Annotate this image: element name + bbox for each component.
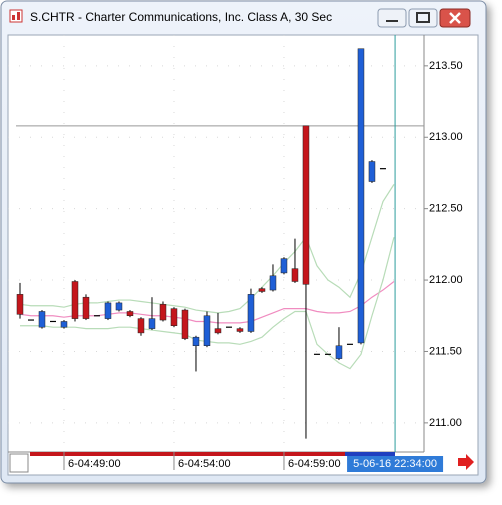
y-tick-label: 213.50 — [429, 60, 463, 72]
candle-body — [247, 294, 255, 332]
y-tick-label: 212.00 — [429, 274, 463, 286]
candle-body — [291, 268, 299, 282]
candle-body — [192, 336, 200, 347]
candle-body — [126, 311, 134, 317]
candle-body — [357, 48, 365, 344]
cursor-label-bg — [347, 456, 444, 472]
scroll-arrow[interactable] — [458, 454, 474, 470]
candle-body — [104, 302, 112, 319]
candle-body — [236, 328, 244, 332]
candle-body — [82, 296, 90, 319]
candle-body — [280, 258, 288, 274]
candle-body — [137, 318, 145, 334]
candle-body — [368, 161, 376, 182]
close-button[interactable] — [439, 8, 471, 28]
y-tick-label: 211.50 — [429, 345, 462, 357]
app-icon-bar — [17, 12, 20, 20]
app-icon — [9, 9, 23, 23]
candle-body — [258, 288, 266, 292]
x-tick-label: 6-04:54:00 — [178, 458, 231, 470]
x-tick-label: 6-04:49:00 — [68, 458, 121, 470]
minimize-button[interactable] — [377, 8, 407, 28]
candle-body — [16, 294, 24, 315]
y-tick-label: 212.50 — [429, 203, 463, 215]
chart-panel — [7, 34, 479, 476]
candle-body — [269, 275, 277, 291]
candle-body — [170, 308, 178, 327]
x-tick-label: 6-04:59:00 — [288, 458, 341, 470]
y-tick-label: 213.00 — [429, 131, 463, 143]
candle-body — [159, 304, 167, 321]
candle-body — [203, 315, 211, 347]
candle-body — [115, 302, 123, 311]
candle-body — [148, 318, 156, 329]
candle-body — [335, 345, 343, 359]
corner-box[interactable] — [9, 453, 29, 473]
candle-body — [302, 125, 310, 285]
maximize-button[interactable] — [408, 8, 438, 28]
candle-body — [38, 311, 46, 328]
scroll-range — [345, 452, 395, 456]
y-tick-label: 211.00 — [429, 417, 462, 429]
candle-body — [214, 328, 222, 334]
candle-body — [60, 321, 68, 328]
scroll-range — [30, 452, 345, 456]
cursor-label: 5-06-16 22:34:00 — [353, 458, 437, 470]
candle-body — [181, 309, 189, 339]
app-icon-bar — [12, 15, 15, 20]
candle-body — [71, 281, 79, 319]
window-title: S.CHTR - Charter Communications, Inc. Cl… — [30, 10, 332, 24]
